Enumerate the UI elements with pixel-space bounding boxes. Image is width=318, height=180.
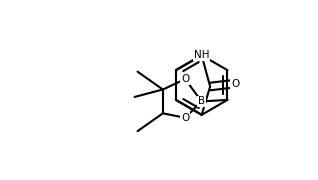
Text: B: B — [198, 96, 205, 106]
Text: O: O — [181, 113, 189, 123]
Text: O: O — [181, 74, 189, 84]
Text: O: O — [231, 78, 239, 89]
Text: NH: NH — [194, 50, 210, 60]
